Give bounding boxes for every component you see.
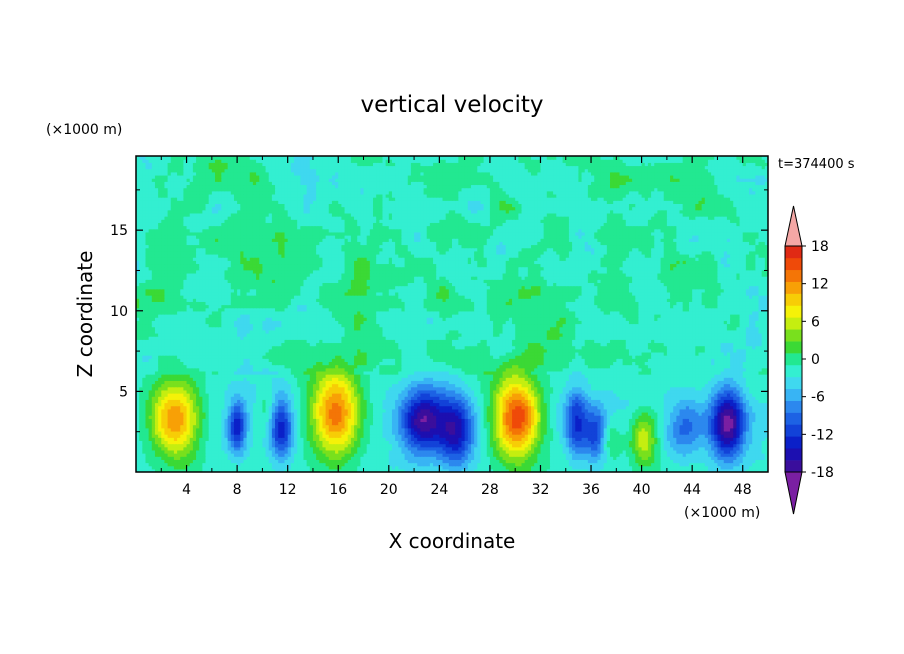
velocity-field (136, 156, 769, 473)
time-label: t=374400 s (778, 157, 855, 172)
chart-title: vertical velocity (361, 92, 544, 118)
y-unit-label: (×1000 m) (46, 122, 122, 138)
